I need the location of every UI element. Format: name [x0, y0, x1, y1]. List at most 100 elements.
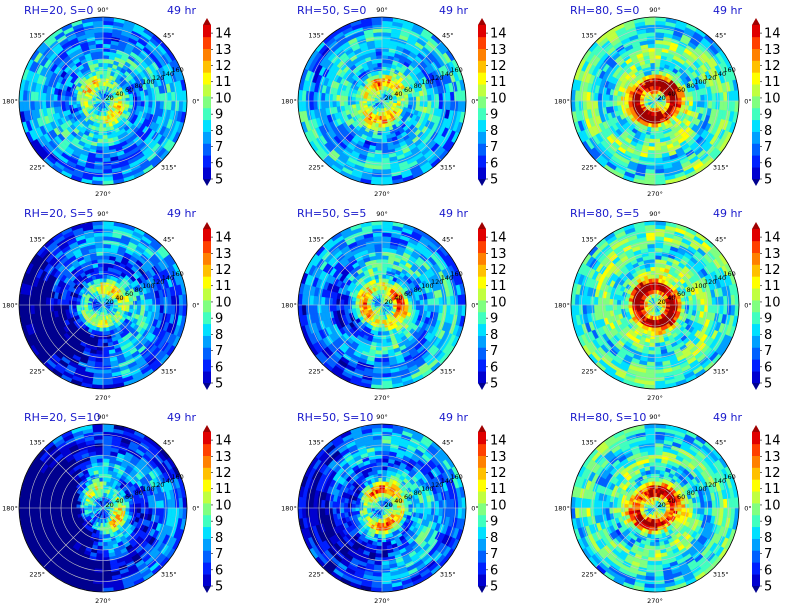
radial-tick-label: 20: [106, 501, 114, 509]
colorbar-tick-label: 9: [215, 312, 223, 327]
radial-tick-label: 120: [152, 74, 164, 82]
colorbar-tick-label: 8: [215, 124, 223, 139]
angle-tick-label: 225°: [581, 367, 597, 375]
colorbar-tick-label: 7: [764, 140, 772, 155]
angular-grid-line: [595, 448, 656, 509]
colorbar-tick-label: 11: [490, 75, 507, 90]
colorbar-tick-label: 11: [764, 482, 781, 497]
angular-grid-line: [654, 100, 715, 161]
angle-tick-label: 90°: [376, 413, 388, 421]
radial-tick-label: 100: [421, 78, 433, 86]
angular-grid-line: [322, 100, 383, 161]
angle-tick-label: 270°: [95, 394, 111, 402]
colorbar-tick-label: 13: [764, 450, 781, 465]
angle-tick-label: 90°: [649, 6, 661, 14]
colorbar-tick-label: 8: [764, 328, 772, 343]
colorbar-tick-label: 14: [215, 27, 232, 42]
angle-tick-label: 90°: [97, 413, 109, 421]
angle-tick-label: 270°: [374, 597, 390, 605]
colorbar-tick-label: 9: [215, 515, 223, 530]
angle-tick-label: 0°: [192, 302, 199, 310]
radial-tick-label: 100: [142, 78, 154, 86]
radial-tick-label: 60: [125, 86, 133, 94]
angle-tick-label: 315°: [440, 163, 456, 171]
colorbar-tick-label: 5: [764, 377, 772, 392]
angle-tick-label: 0°: [192, 98, 199, 106]
radial-tick-label: 120: [431, 278, 443, 286]
colorbar-tick-label: 12: [764, 263, 781, 278]
colorbar-tick-label: 9: [764, 515, 772, 530]
angle-tick-label: 225°: [308, 163, 324, 171]
polar-axis-border: [297, 220, 467, 390]
angle-tick-label: 270°: [647, 597, 663, 605]
polar-axis-border: [18, 220, 188, 390]
angle-tick-label: 315°: [161, 570, 177, 578]
angle-tick-label: 315°: [713, 163, 729, 171]
radial-tick-label: 120: [704, 278, 716, 286]
polar-axis-border: [570, 16, 740, 186]
panel-title: RH=50, S=5: [297, 207, 366, 220]
radial-tick-label: 120: [152, 278, 164, 286]
angle-tick-label: 0°: [744, 302, 751, 310]
angle-tick-label: 270°: [374, 394, 390, 402]
colorbar-tick-label: 6: [490, 360, 498, 375]
angle-tick-label: 90°: [649, 210, 661, 218]
radial-tick-label: 140: [714, 274, 726, 282]
panel-time-label: 49 hr: [439, 411, 468, 424]
angle-tick-label: 135°: [308, 32, 324, 40]
radial-tick-label: 160: [450, 473, 462, 481]
colorbar-tick-label: 8: [764, 531, 772, 546]
colorbar-tick-label: 5: [764, 173, 772, 188]
colorbar-tick-label: 13: [764, 43, 781, 58]
radial-tick-label: 80: [414, 489, 422, 497]
angle-tick-label: 180°: [2, 302, 18, 310]
angular-grid-line: [595, 100, 656, 161]
angle-tick-label: 90°: [376, 6, 388, 14]
angle-tick-label: 225°: [29, 163, 45, 171]
colorbar-tick-label: 14: [490, 231, 507, 246]
radial-tick-label: 120: [431, 481, 443, 489]
colorbar-tick-label: 13: [215, 450, 232, 465]
colorbar-tick-label: 8: [215, 328, 223, 343]
colorbar-tick-label: 5: [490, 173, 498, 188]
radial-tick-label: 100: [694, 485, 706, 493]
angular-grid-line: [322, 245, 383, 306]
angular-grid-line: [43, 448, 104, 509]
colorbar-tick-label: 14: [215, 434, 232, 449]
angular-grid-line: [381, 304, 442, 365]
radial-tick-label: 40: [394, 497, 402, 505]
radial-tick-label: 20: [106, 298, 114, 306]
angle-tick-label: 315°: [440, 570, 456, 578]
angle-tick-label: 135°: [308, 236, 324, 244]
panel-title: RH=50, S=10: [297, 411, 373, 424]
colorbar-tick-label: 14: [215, 231, 232, 246]
angle-tick-label: 180°: [281, 302, 297, 310]
colorbar-tick-label: 9: [490, 108, 498, 123]
radial-tick-label: 60: [677, 290, 685, 298]
angle-tick-label: 45°: [163, 236, 175, 244]
angle-tick-label: 45°: [442, 439, 454, 447]
angular-grid-line: [654, 448, 715, 509]
angular-grid-line: [595, 507, 656, 568]
colorbar-tick-label: 9: [215, 108, 223, 123]
angle-tick-label: 270°: [647, 190, 663, 198]
radial-tick-label: 60: [677, 493, 685, 501]
angular-grid-line: [43, 41, 104, 102]
colorbar-tick-label: 6: [764, 563, 772, 578]
angular-grid-line: [381, 507, 442, 568]
radial-tick-label: 80: [414, 82, 422, 90]
radial-tick-label: 20: [658, 501, 666, 509]
radial-tick-label: 80: [414, 286, 422, 294]
radial-tick-label: 20: [385, 94, 393, 102]
angle-tick-label: 90°: [376, 210, 388, 218]
radial-tick-label: 40: [115, 294, 123, 302]
angle-tick-label: 135°: [29, 236, 45, 244]
panel-time-label: 49 hr: [167, 207, 196, 220]
angular-grid-line: [381, 448, 442, 509]
